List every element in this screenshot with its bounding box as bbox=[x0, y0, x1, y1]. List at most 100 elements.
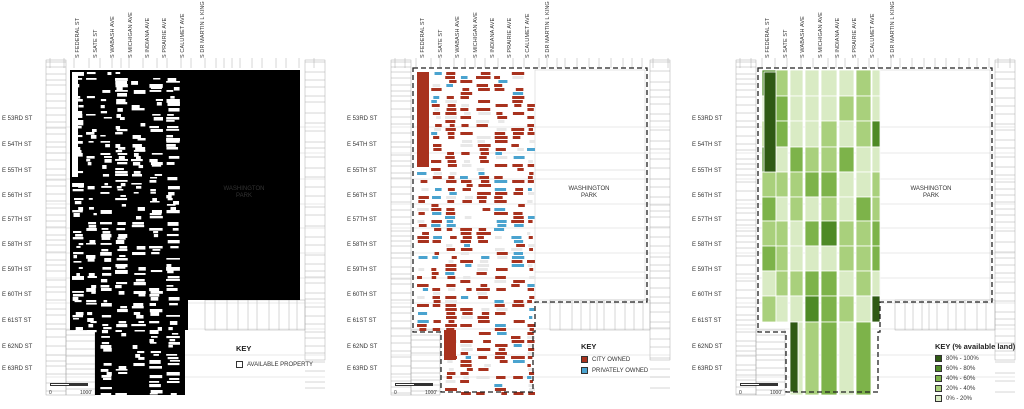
street-label-e-60th-st: E 60TH ST bbox=[2, 292, 32, 298]
street-label-e-57th-st: E 57TH ST bbox=[347, 217, 377, 223]
scale-bar bbox=[395, 383, 433, 386]
street-label-s-dr-martin-l-king-jr-dr: S DR MARTIN L KING JR DR bbox=[200, 0, 206, 58]
key-label: 40% - 60% bbox=[946, 375, 976, 382]
scale-distance: 1000' bbox=[770, 390, 783, 396]
street-label-e-58th-st: E 58TH ST bbox=[2, 242, 32, 248]
key-swatch bbox=[935, 385, 942, 392]
key-swatch bbox=[935, 375, 942, 382]
street-label-e-59th-st: E 59TH ST bbox=[347, 267, 377, 273]
street-label-e-59th-st: E 59TH ST bbox=[2, 267, 32, 273]
key-label: PRIVATELY OWNED bbox=[592, 367, 649, 374]
street-label-e-59th-st: E 59TH ST bbox=[692, 267, 722, 273]
key-title: KEY bbox=[581, 342, 597, 351]
street-label-e-62nd-st: E 62ND ST bbox=[692, 344, 723, 350]
street-label-s-indiana-ave: S INDIANA AVE bbox=[835, 17, 841, 58]
key-label: CITY OWNED bbox=[592, 356, 631, 363]
street-label-e-58th-st: E 58TH ST bbox=[692, 242, 722, 248]
street-label-s-dr-martin-l-king-jr-dr: S DR MARTIN L KING JR DR bbox=[890, 0, 896, 58]
street-label-s-sate-st: S SATE ST bbox=[438, 29, 444, 58]
street-label-s-federal-st: S FEDERAL ST bbox=[765, 17, 771, 58]
street-label-e-54th-st: E 54TH ST bbox=[347, 142, 377, 148]
street-label-s-sate-st: S SATE ST bbox=[93, 29, 99, 58]
street-label-s-calumet-ave: S CALUMET AVE bbox=[870, 13, 876, 59]
street-label-s-federal-st: S FEDERAL ST bbox=[420, 17, 426, 58]
street-label-s-michigan-ave: S MICHIGAN AVE bbox=[473, 12, 479, 58]
street-label-e-61st-st: E 61ST ST bbox=[347, 318, 377, 324]
key-swatch bbox=[581, 367, 588, 374]
scale-distance: 1000' bbox=[80, 390, 93, 396]
key-item-40-60: 40% - 60% bbox=[935, 375, 975, 382]
key-title: KEY (% available land) bbox=[935, 342, 1016, 351]
key-swatch bbox=[935, 355, 942, 362]
scale-zero: 0 bbox=[49, 390, 52, 396]
street-label-s-wabash-ave: S WABASH AVE bbox=[455, 16, 461, 58]
key-label: 80% - 100% bbox=[946, 355, 979, 362]
street-label-e-58th-st: E 58TH ST bbox=[347, 242, 377, 248]
map-panel-available-property: S FEDERAL ST S SATE ST S WABASH AVE S MICHI… bbox=[0, 0, 340, 409]
map-ownership bbox=[390, 58, 671, 396]
scale-zero: 0 bbox=[739, 390, 742, 396]
street-label-s-michigan-ave: S MICHIGAN AVE bbox=[128, 12, 134, 58]
key-item-privately-owned: PRIVATELY OWNED bbox=[581, 367, 648, 374]
street-label-e-63rd-st: E 63RD ST bbox=[2, 366, 33, 372]
scale-bar bbox=[50, 383, 88, 386]
map-panel-ownership: S FEDERAL ST S SATE ST S WABASH AVE S MICHI… bbox=[345, 0, 685, 409]
street-label-s-wabash-ave: S WABASH AVE bbox=[800, 16, 806, 58]
key-item-80-100: 80% - 100% bbox=[935, 355, 979, 362]
street-label-e-53rd-st: E 53RD ST bbox=[692, 116, 723, 122]
key-item-0-20: 0% - 20% bbox=[935, 395, 972, 402]
key-swatch bbox=[935, 395, 942, 402]
street-label-e-57th-st: E 57TH ST bbox=[692, 217, 722, 223]
parcel-outlines bbox=[879, 69, 991, 301]
street-label-e-53rd-st: E 53RD ST bbox=[2, 116, 33, 122]
street-label-e-56th-st: E 56TH ST bbox=[2, 193, 32, 199]
street-label-s-calumet-ave: S CALUMET AVE bbox=[525, 13, 531, 59]
study-area-boundary bbox=[757, 67, 993, 393]
street-label-s-wabash-ave: S WABASH AVE bbox=[110, 16, 116, 58]
scale-bar bbox=[740, 383, 778, 386]
street-label-e-60th-st: E 60TH ST bbox=[692, 292, 722, 298]
key-item-60-80: 60% - 80% bbox=[935, 365, 975, 372]
key-title: KEY bbox=[236, 344, 252, 353]
street-label-e-56th-st: E 56TH ST bbox=[692, 193, 722, 199]
street-label-e-62nd-st: E 62ND ST bbox=[2, 344, 33, 350]
street-label-e-57th-st: E 57TH ST bbox=[2, 217, 32, 223]
street-label-e-54th-st: E 54TH ST bbox=[692, 142, 722, 148]
ownership-parcels bbox=[417, 72, 535, 395]
key-item-20-40: 20% - 40% bbox=[935, 385, 975, 392]
street-label-e-55th-st: E 55TH ST bbox=[347, 168, 377, 174]
street-label-s-indiana-ave: S INDIANA AVE bbox=[145, 17, 151, 58]
street-label-e-54th-st: E 54TH ST bbox=[2, 142, 32, 148]
street-label-e-63rd-st: E 63RD ST bbox=[692, 366, 723, 372]
scale-zero: 0 bbox=[394, 390, 397, 396]
key-swatch bbox=[581, 356, 588, 363]
key-label: 60% - 80% bbox=[946, 365, 976, 372]
street-label-e-62nd-st: E 62ND ST bbox=[347, 344, 378, 350]
street-label-s-prairie-ave: S PRAIRIE AVE bbox=[162, 17, 168, 58]
key-swatch bbox=[935, 365, 942, 372]
key-item-city-owned: CITY OWNED bbox=[581, 356, 630, 363]
street-label-e-55th-st: E 55TH ST bbox=[2, 168, 32, 174]
available-parcels bbox=[72, 72, 180, 397]
key-label: 20% - 40% bbox=[946, 385, 976, 392]
street-label-e-55th-st: E 55TH ST bbox=[692, 168, 722, 174]
street-label-e-61st-st: E 61ST ST bbox=[692, 318, 722, 324]
scale-distance: 1000' bbox=[425, 390, 438, 396]
map-available-property bbox=[45, 58, 326, 397]
street-label-s-sate-st: S SATE ST bbox=[783, 29, 789, 58]
street-label-e-53rd-st: E 53RD ST bbox=[347, 116, 378, 122]
street-label-s-prairie-ave: S PRAIRIE AVE bbox=[507, 17, 513, 58]
key-label: 0% - 20% bbox=[946, 395, 973, 402]
key-item-available-property: AVAILABLE PROPERTY bbox=[236, 361, 313, 368]
map-available-land-percent bbox=[735, 58, 1016, 396]
park-label: WASHINGTON PARK bbox=[568, 186, 610, 199]
street-label-e-60th-st: E 60TH ST bbox=[347, 292, 377, 298]
key-swatch bbox=[236, 361, 243, 368]
park-label: WASHINGTON PARK bbox=[910, 186, 952, 199]
street-label-e-56th-st: E 56TH ST bbox=[347, 193, 377, 199]
street-label-e-63rd-st: E 63RD ST bbox=[347, 366, 378, 372]
street-label-e-61st-st: E 61ST ST bbox=[2, 318, 32, 324]
study-area-boundary bbox=[412, 67, 648, 393]
block-shading bbox=[761, 69, 881, 396]
street-label-s-prairie-ave: S PRAIRIE AVE bbox=[852, 17, 858, 58]
